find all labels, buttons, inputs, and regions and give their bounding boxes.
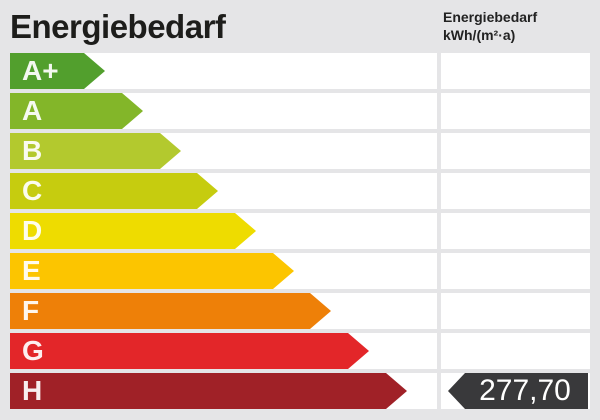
value-cell xyxy=(441,213,590,249)
value-pointer: 277,70 xyxy=(448,373,588,409)
unit-header-line2: kWh/(m²·a) xyxy=(443,27,516,43)
band-arrow-a-plus: A+ xyxy=(10,53,105,89)
band-label: G xyxy=(22,335,44,366)
value-cell xyxy=(441,173,590,209)
band-arrow-a: A xyxy=(10,93,143,129)
band-label: A+ xyxy=(22,55,59,86)
unit-header-line1: Energiebedarf xyxy=(443,9,538,25)
value-cell xyxy=(441,133,590,169)
value-cell xyxy=(441,333,590,369)
value-cell xyxy=(441,253,590,289)
scale-row-a-plus: A+ xyxy=(0,53,600,89)
scale-row-h: 277,70 H xyxy=(0,373,600,409)
scale-row-a: A xyxy=(0,93,600,129)
band-arrow-b: B xyxy=(10,133,181,169)
band-arrow-f: F xyxy=(10,293,331,329)
scale-row-e: E xyxy=(0,253,600,289)
scale-row-f: F xyxy=(0,293,600,329)
page-title: Energiebedarf xyxy=(10,8,226,45)
energy-scale: A+ A B C D xyxy=(0,53,600,409)
value-text: 277,70 xyxy=(479,374,571,407)
value-cell: 277,70 xyxy=(441,373,590,409)
band-label: B xyxy=(22,135,43,166)
scale-row-g: G xyxy=(0,333,600,369)
value-cell xyxy=(441,293,590,329)
scale-row-c: C xyxy=(0,173,600,209)
band-label: F xyxy=(22,295,40,326)
unit-header: Energiebedarf kWh/(m²·a) xyxy=(443,8,537,44)
band-arrow-c: C xyxy=(10,173,218,209)
band-label: D xyxy=(22,215,43,246)
value-cell xyxy=(441,53,590,89)
band-label: E xyxy=(22,255,41,286)
band-arrow-e: E xyxy=(10,253,294,289)
band-arrow-h: H xyxy=(10,373,407,409)
band-arrow-g: G xyxy=(10,333,369,369)
scale-row-d: D xyxy=(0,213,600,249)
band-arrow-d: D xyxy=(10,213,256,249)
scale-row-b: B xyxy=(0,133,600,169)
band-label: A xyxy=(22,95,43,126)
band-label: H xyxy=(22,375,43,406)
band-label: C xyxy=(22,175,43,206)
value-cell xyxy=(441,93,590,129)
